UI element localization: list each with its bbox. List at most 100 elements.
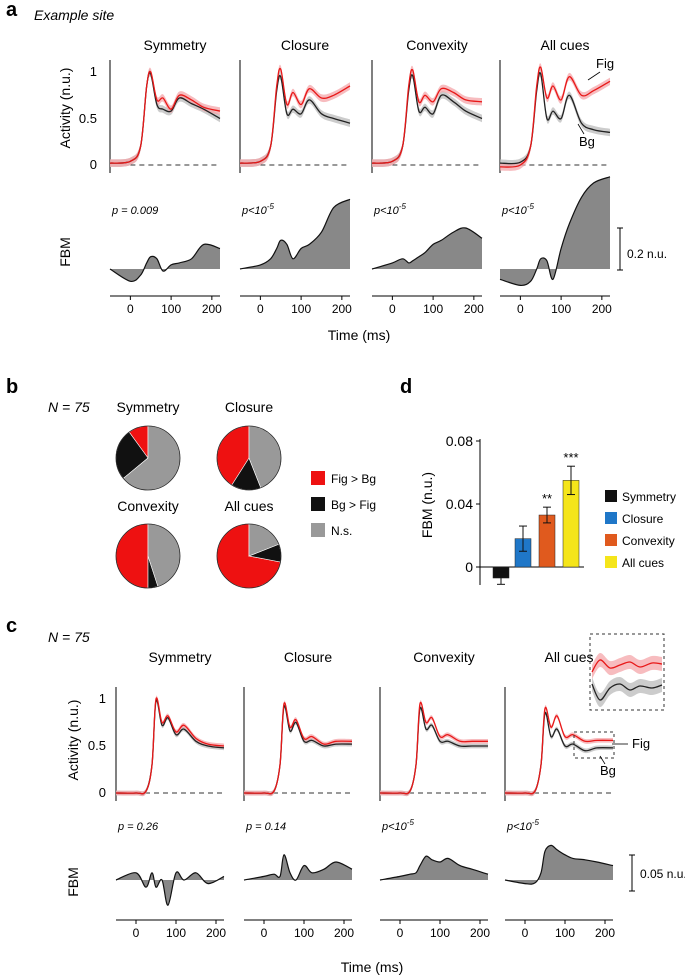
bar-legend-swatch-3 (605, 556, 617, 568)
pie-legend-swatch-1 (311, 497, 325, 511)
a-x-tick-label-0-2: 200 (202, 302, 222, 316)
bar-legend-label-1: Closure (622, 512, 664, 526)
bar-legend-swatch-2 (605, 534, 617, 546)
c-title-3: All cues (544, 649, 593, 665)
a-fig-sem-2 (372, 65, 482, 167)
a-x-tick-label-0-0: 0 (127, 302, 134, 316)
a-x-tick-label-1-2: 200 (332, 302, 352, 316)
c-title-2: Convexity (413, 649, 474, 665)
a-fig-line-3 (499, 66, 611, 168)
a-x-tick-label-1-0: 0 (257, 302, 264, 316)
panel-b-n-label: N = 75 (48, 399, 90, 415)
panel-a-scale-label: 0.2 n.u. (627, 247, 667, 261)
c-fbm-area-1 (244, 854, 352, 881)
c-x-tick-label-3-1: 100 (555, 926, 575, 940)
panel-c-bg-label: Bg (600, 763, 616, 778)
a-bg-sem-1 (240, 71, 350, 167)
a-p-value-1: p<10-5 (241, 202, 274, 217)
a-fbm-line-1 (239, 198, 351, 270)
a-fbm-area-0 (110, 244, 220, 282)
panel-a-fbm-label: FBM (57, 237, 73, 267)
c-fbm-line-3 (504, 844, 614, 885)
pie-title-3: All cues (224, 498, 273, 514)
c-x-tick-label-0-2: 200 (206, 926, 226, 940)
panel-d-y-tick-label-2: 0 (465, 559, 473, 575)
panel-c-y-tick-2: 0 (99, 785, 106, 800)
panel-c-y-label: Activity (n.u.) (65, 700, 81, 781)
panel-c-zoom-region (573, 731, 615, 759)
c-fbm-area-2 (380, 856, 488, 880)
a-bg-sem-0 (110, 68, 220, 167)
a-bg-line-0 (109, 72, 221, 164)
panel-c-inset-fig-line (591, 659, 663, 673)
c-fbm-area-3 (505, 845, 613, 885)
a-bg-sem-2 (372, 71, 482, 167)
pie-1-outline (216, 425, 282, 491)
a-x-tick-label-3-0: 0 (517, 302, 524, 316)
a-fig-line-1 (239, 67, 351, 164)
a-x-tick-label-2-2: 200 (464, 302, 484, 316)
panel-a-x-label: Time (ms) (328, 327, 390, 343)
panel-a-y-tick-0: 1 (90, 64, 97, 79)
c-fbm-line-1 (243, 854, 353, 881)
panel-b-label: b (6, 376, 18, 398)
c-bg-line-3 (504, 711, 614, 795)
bar-legend-label-3: All cues (622, 556, 664, 570)
a-fig-line-2 (371, 68, 483, 164)
c-p-value-3: p<10-5 (506, 818, 539, 833)
c-x-tick-label-2-1: 100 (430, 926, 450, 940)
a-bg-line-2 (371, 74, 483, 164)
a-fbm-line-0 (109, 243, 221, 283)
bar-legend-label-0: Symmetry (622, 490, 676, 504)
c-x-tick-label-2-0: 0 (397, 926, 404, 940)
panel-c-label: c (6, 615, 17, 637)
a-x-tick-label-3-1: 100 (551, 302, 571, 316)
a-p-value-2: p<10-5 (373, 202, 406, 217)
a-title-2: Convexity (406, 37, 467, 53)
panel-c-scale-label: 0.05 n.u. (640, 867, 685, 881)
panel-a-y-tick-1: 0.5 (79, 111, 97, 126)
a-fig-sem-0 (110, 67, 220, 167)
panel-c-fig-label: Fig (632, 736, 650, 751)
a-fbm-area-2 (372, 227, 482, 269)
pie-0-outline (115, 425, 181, 491)
panel-a-bg-pointer (577, 123, 585, 135)
c-x-tick-label-1-0: 0 (261, 926, 268, 940)
a-fig-sem-3 (500, 63, 610, 171)
panel-c-y-tick-1: 0.5 (88, 738, 106, 753)
bar-legend-label-2: Convexity (622, 534, 675, 548)
pie-3-outline (216, 523, 282, 589)
panel-a-label: a (6, 0, 18, 21)
panel-c-x-label: Time (ms) (341, 959, 403, 975)
c-title-1: Closure (284, 649, 332, 665)
panel-a-fig-pointer (587, 71, 601, 81)
c-x-tick-label-2-2: 200 (470, 926, 490, 940)
panel-d-y-tick-label-0: 0.08 (446, 433, 473, 449)
a-title-1: Closure (281, 37, 329, 53)
panel-d-label: d (400, 376, 412, 398)
c-fig-line-3 (504, 706, 614, 795)
a-fig-line-0 (109, 70, 221, 164)
c-bg-sem-1 (244, 703, 352, 797)
a-fbm-line-2 (371, 227, 483, 270)
bar-legend-swatch-0 (605, 490, 617, 502)
a-x-tick-label-2-0: 0 (389, 302, 396, 316)
c-p-value-1: p = 0.14 (245, 821, 286, 833)
pie-2-outline (115, 523, 181, 589)
c-fig-line-1 (243, 702, 353, 795)
panel-a-y-tick-2: 0 (90, 157, 97, 172)
c-x-tick-label-0-1: 100 (166, 926, 186, 940)
panel-a-fig-label: Fig (596, 56, 614, 71)
pie-title-1: Closure (225, 399, 273, 415)
c-title-0: Symmetry (149, 649, 212, 665)
c-x-tick-label-1-2: 200 (334, 926, 354, 940)
a-x-tick-label-2-1: 100 (423, 302, 443, 316)
c-fbm-area-0 (116, 871, 224, 906)
c-x-tick-label-3-0: 0 (522, 926, 529, 940)
panel-c-inset-bg-line (591, 683, 663, 701)
c-fig-line-2 (379, 701, 488, 795)
c-p-value-2: p<10-5 (381, 818, 414, 833)
a-bg-sem-3 (500, 68, 610, 168)
bar-3-significance: *** (563, 450, 578, 465)
